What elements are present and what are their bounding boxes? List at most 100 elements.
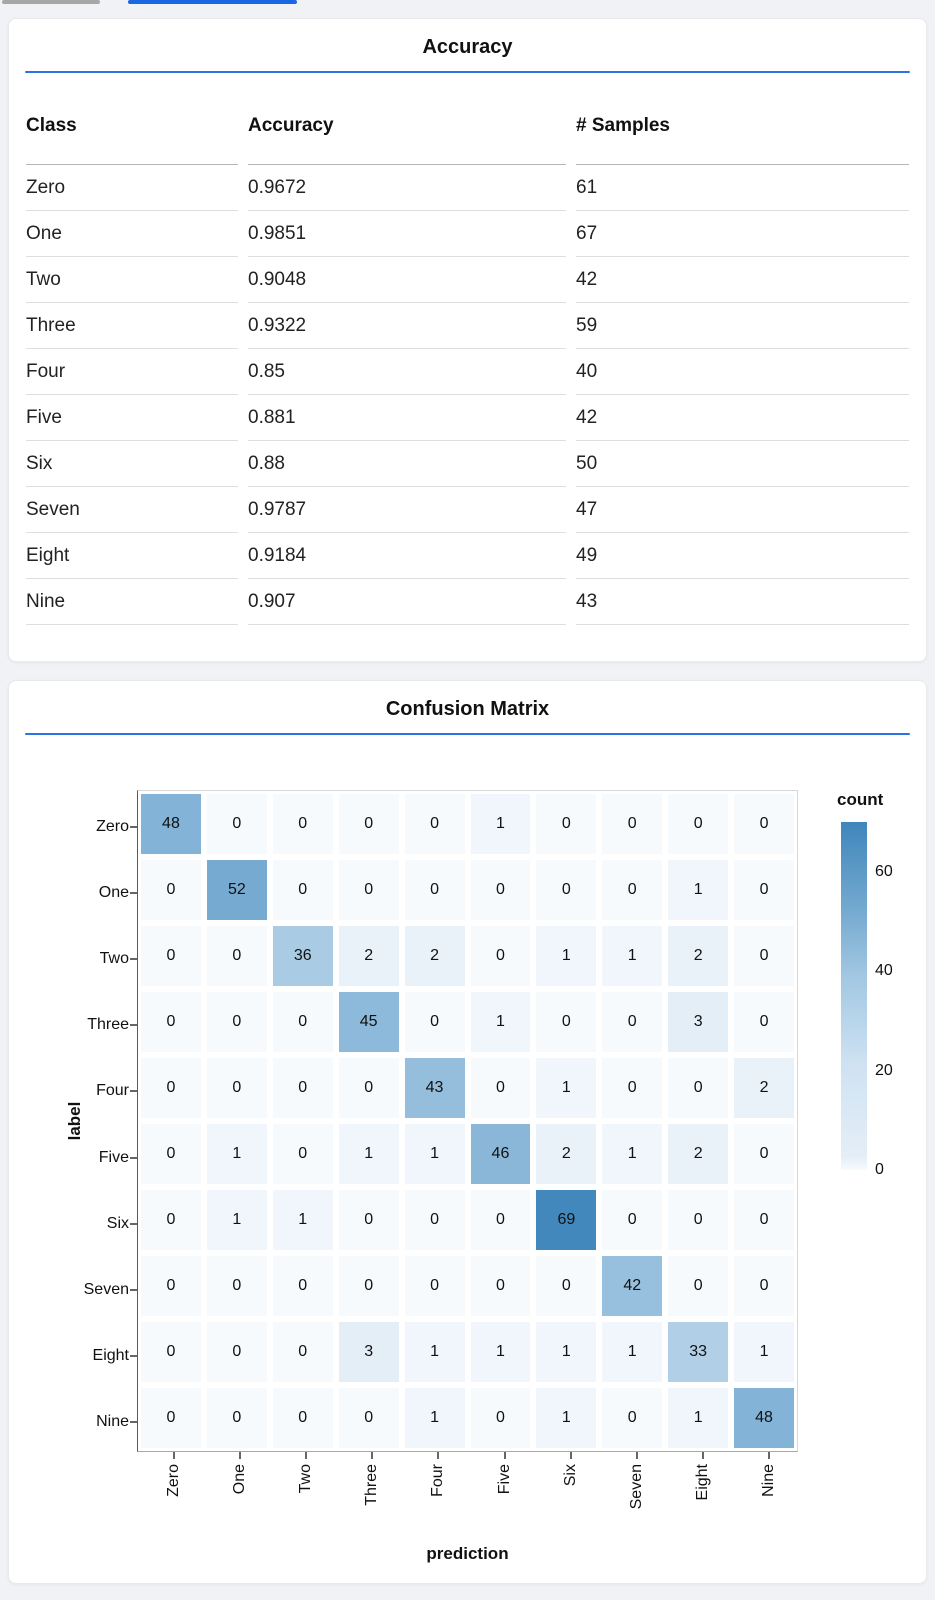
matrix-cell: 1: [536, 1322, 597, 1382]
matrix-cell: 0: [470, 1058, 531, 1118]
matrix-cell: 0: [141, 992, 201, 1052]
legend-tick-label: 0: [875, 1161, 884, 1178]
x-tick-label: Five: [495, 1464, 513, 1495]
x-tick-mark: [503, 1452, 506, 1459]
table-cell: 0.9184: [248, 533, 566, 579]
matrix-cell: 1: [272, 1190, 333, 1250]
matrix-cell: 1: [602, 926, 663, 986]
matrix-cell: 0: [536, 992, 597, 1052]
tab-indicator-active[interactable]: [128, 0, 297, 4]
table-cell: 50: [576, 441, 909, 487]
matrix-cell: 0: [272, 1256, 333, 1316]
table-cell: 0.9048: [248, 257, 566, 303]
matrix-cell: 0: [404, 860, 465, 920]
x-tick-mark: [371, 1452, 374, 1459]
matrix-cell: 1: [404, 1322, 465, 1382]
tab-indicator-inactive[interactable]: [2, 0, 100, 4]
matrix-cell: 0: [470, 926, 531, 986]
matrix-cell: 1: [602, 1124, 663, 1184]
matrix-cell: 0: [470, 1256, 531, 1316]
column-header: Accuracy: [248, 87, 566, 165]
matrix-cell: 0: [206, 1388, 267, 1448]
table-cell: 0.9322: [248, 303, 566, 349]
matrix-cell: 2: [734, 1058, 794, 1118]
matrix-cell: 0: [602, 992, 663, 1052]
matrix-cell: 0: [602, 860, 663, 920]
x-axis-title: prediction: [426, 1544, 509, 1563]
matrix-cell: 1: [206, 1190, 267, 1250]
matrix-cell: 2: [338, 926, 399, 986]
matrix-cell: 2: [668, 926, 729, 986]
matrix-cell: 0: [668, 794, 729, 854]
confusion-matrix-chart: label 48 0 0 0 0 1 0 0 0 0 0 52 0 0 0 0 0 0 1 0 0 0 36 2 2 0 1 1 2 0 0…: [9, 747, 928, 1587]
x-tick-mark: [437, 1452, 440, 1459]
table-cell: 0.907: [248, 579, 566, 625]
y-tick-mark: [130, 1288, 137, 1291]
y-tick-label: Five: [98, 1148, 129, 1166]
matrix-cell: 0: [141, 860, 201, 920]
matrix-cell: 0: [734, 1124, 794, 1184]
matrix-cell: 0: [734, 1256, 794, 1316]
x-tick-mark: [767, 1452, 770, 1459]
accuracy-card: Accuracy Class Accuracy # Samples Zero 0.96…: [8, 18, 927, 662]
confusion-title-divider: [25, 733, 910, 735]
matrix-cell: 0: [734, 794, 794, 854]
matrix-cell: 1: [536, 926, 597, 986]
matrix-cell: 0: [602, 1190, 663, 1250]
matrix-cell: 1: [338, 1124, 399, 1184]
matrix-cell: 1: [404, 1124, 465, 1184]
matrix-cell: 46: [470, 1124, 531, 1184]
matrix-cell: 0: [206, 794, 267, 854]
x-tick-label: Seven: [627, 1464, 645, 1510]
x-tick-mark: [305, 1452, 308, 1459]
matrix-cell: 0: [338, 1058, 399, 1118]
matrix-cell: 0: [272, 992, 333, 1052]
matrix-cell: 0: [338, 794, 399, 854]
y-tick-label: Eight: [92, 1346, 129, 1364]
x-tick-label: One: [231, 1464, 249, 1495]
matrix-cell: 0: [141, 1190, 201, 1250]
tab-bar: [0, 0, 935, 6]
y-tick-label: Two: [99, 950, 129, 968]
table-cell: One: [26, 211, 238, 257]
y-tick-label: Six: [106, 1214, 129, 1232]
matrix-cell: 0: [338, 1190, 399, 1250]
confusion-matrix-card: Confusion Matrix label 48 0 0 0 0 1 0 0 0 0 0 52 0 0 0…: [8, 680, 927, 1584]
confusion-matrix-card-title: Confusion Matrix: [385, 698, 550, 720]
y-tick-mark: [130, 1024, 137, 1027]
table-cell: 0.881: [248, 395, 566, 441]
y-tick-label: One: [98, 884, 129, 902]
matrix-cell: 2: [536, 1124, 597, 1184]
x-tick-label: Two: [297, 1464, 315, 1494]
table-cell: 43: [576, 579, 909, 625]
y-tick-mark: [130, 1222, 137, 1225]
table-cell: 0.9672: [248, 165, 566, 211]
matrix-cell: 43: [404, 1058, 465, 1118]
table-cell: Zero: [26, 165, 238, 211]
matrix-cell: 3: [668, 992, 729, 1052]
matrix-cell: 0: [206, 926, 267, 986]
matrix-cell: 0: [141, 1124, 201, 1184]
table-cell: Eight: [26, 533, 238, 579]
table-cell: Four: [26, 349, 238, 395]
matrix-cell: 0: [206, 992, 267, 1052]
table-cell: Five: [26, 395, 238, 441]
table-cell: 0.9787: [248, 487, 566, 533]
accuracy-table-header: Class Accuracy # Samples: [26, 87, 909, 165]
table-cell: Six: [26, 441, 238, 487]
matrix-cell: 0: [338, 860, 399, 920]
table-cell: Two: [26, 257, 238, 303]
table-cell: 61: [576, 165, 909, 211]
matrix-cell: 0: [602, 1388, 663, 1448]
matrix-cell: 0: [668, 1190, 729, 1250]
y-tick-mark: [130, 1156, 137, 1159]
accuracy-table-body: Zero 0.9672 61 One 0.9851 67 Two 0.9048 42 Three 0…: [26, 165, 909, 625]
x-tick-mark: [635, 1452, 638, 1459]
matrix-cell: 0: [470, 1190, 531, 1250]
table-cell: Seven: [26, 487, 238, 533]
matrix-cell: 0: [141, 1058, 201, 1118]
table-cell: Three: [26, 303, 238, 349]
matrix-cell: 0: [272, 1124, 333, 1184]
matrix-cell: 0: [141, 1322, 201, 1382]
matrix-cell: 2: [668, 1124, 729, 1184]
